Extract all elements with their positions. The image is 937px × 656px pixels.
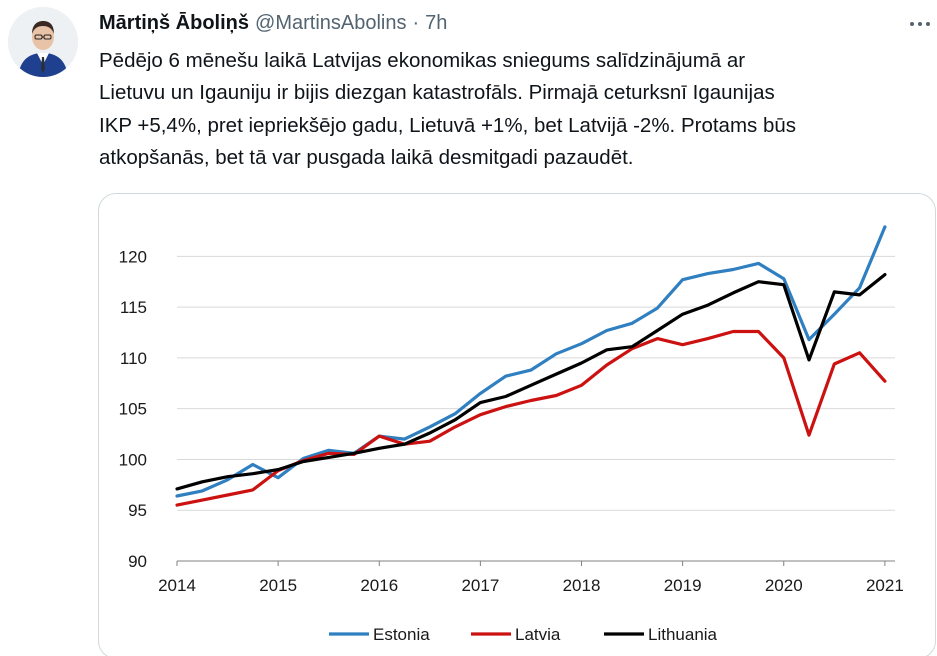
timestamp[interactable]: 7h <box>425 12 448 34</box>
tweet-text-line: IKP +5,4%, pret iepriekšējo gadu, Lietuv… <box>99 113 797 137</box>
legend-label: Latvia <box>515 625 561 644</box>
legend-label: Lithuania <box>648 625 718 644</box>
tweet-text-line: atkopšanās, bet tā var pusgada laikā des… <box>99 145 634 169</box>
profile-photo <box>8 7 78 77</box>
x-tick-label: 2021 <box>866 576 904 595</box>
series-line-estonia <box>175 225 887 498</box>
x-tick-label: 2018 <box>563 576 601 595</box>
author-handle[interactable]: @MartinsAbolins <box>255 12 407 34</box>
more-dot <box>918 22 922 26</box>
x-tick-label: 2015 <box>259 576 297 595</box>
tweet-text: Pēdējo 6 mēnešu laikā Latvijas ekonomika… <box>99 45 929 174</box>
y-tick-label: 115 <box>120 298 147 317</box>
line-chart: 90 95 100 105 110 115 120 2014 2015 2016 2017 2018 2… <box>119 225 904 644</box>
x-tick-label: 2017 <box>461 576 499 595</box>
avatar[interactable] <box>8 7 78 77</box>
more-dot <box>910 22 914 26</box>
y-tick-label: 120 <box>119 247 147 266</box>
tweet-media-chart[interactable]: 90 95 100 105 110 115 120 2014 2015 2016 2017 2018 2… <box>98 193 936 656</box>
more-options-icon[interactable] <box>905 14 935 34</box>
series-line-lithuania <box>175 273 887 491</box>
tweet-text-line: Pēdējo 6 mēnešu laikā Latvijas ekonomika… <box>99 49 746 72</box>
author-name[interactable]: Mārtiņš Āboliņš <box>99 12 250 34</box>
y-tick-label: 100 <box>119 450 147 469</box>
legend-label: Estonia <box>373 625 430 644</box>
x-tick-label: 2014 <box>158 576 196 595</box>
x-tick-label: 2019 <box>664 576 702 595</box>
separator-dot: · <box>412 12 420 34</box>
y-tick-label: 95 <box>128 501 147 520</box>
x-tick-label: 2020 <box>765 576 803 595</box>
y-tick-label: 90 <box>128 552 147 571</box>
tweet-text-line: Lietuvu un Igauniju ir bijis diezgan kat… <box>99 81 775 105</box>
x-tick-label: 2016 <box>360 576 398 595</box>
tweet-header: Mārtiņš Āboliņš @MartinsAbolins · 7h <box>99 12 447 36</box>
more-dot <box>926 22 930 26</box>
y-tick-label: 105 <box>119 400 147 419</box>
y-tick-label: 110 <box>120 349 147 368</box>
